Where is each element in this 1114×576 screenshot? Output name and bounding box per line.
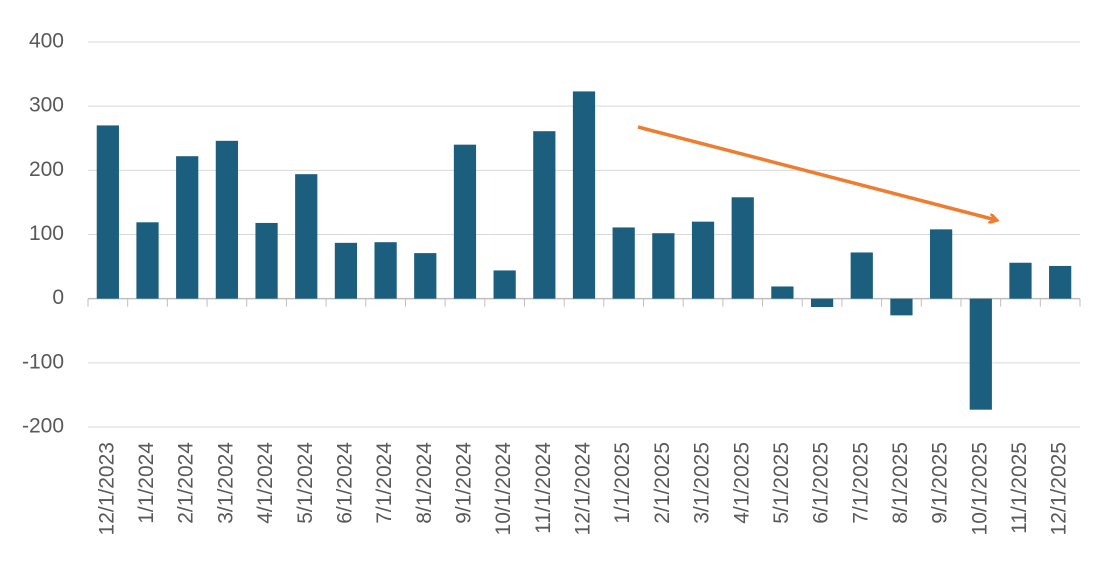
bar	[1009, 262, 1032, 299]
y-tick-label: 400	[29, 30, 64, 53]
y-tick-label: -200	[22, 415, 64, 438]
bar	[652, 233, 675, 299]
x-tick-label: 6/1/2024	[333, 442, 356, 524]
bar	[493, 270, 516, 299]
bar	[176, 156, 199, 299]
y-tick-label: 200	[29, 158, 64, 181]
bar	[255, 222, 278, 299]
x-tick-label: 8/1/2025	[889, 442, 912, 524]
bar	[215, 140, 238, 299]
plot-area: -200 -100 0 100 200 300 400 12/1/2023 1/1/2024 2/…	[22, 30, 1081, 536]
x-tick-label: 12/1/2023	[95, 442, 118, 535]
bar	[533, 131, 556, 299]
x-tick-label: 12/1/2025	[1048, 442, 1071, 535]
x-tick-label: 1/1/2024	[135, 442, 158, 524]
bar	[453, 144, 477, 299]
x-tick-label: 9/1/2025	[929, 442, 952, 524]
bar	[414, 253, 437, 299]
y-tick-label: 300	[29, 94, 64, 117]
x-tick-label: 4/1/2025	[730, 442, 753, 524]
x-tick-label: 10/1/2025	[968, 442, 991, 535]
bar	[334, 242, 358, 299]
bar	[136, 222, 159, 299]
x-tick-label: 8/1/2024	[413, 442, 436, 524]
bar	[612, 227, 635, 299]
bar	[930, 229, 953, 299]
y-tick-label: 0	[52, 286, 64, 309]
bar	[969, 298, 992, 410]
x-tick-label: 11/1/2024	[532, 442, 555, 534]
x-tick-label: 7/1/2024	[373, 442, 396, 524]
x-tick-label: 6/1/2025	[810, 442, 833, 524]
bar	[295, 174, 318, 299]
bar	[771, 286, 794, 299]
bar	[691, 221, 715, 299]
x-tick-label: 12/1/2024	[572, 442, 595, 536]
x-tick-label: 1/1/2025	[611, 442, 634, 524]
x-tick-label: 5/1/2025	[770, 442, 793, 524]
x-tick-label: 7/1/2025	[849, 442, 872, 524]
trend-arrow	[637, 125, 996, 220]
bar	[572, 91, 596, 299]
x-tick-label: 3/1/2025	[691, 442, 714, 524]
y-tick-label: -100	[22, 350, 64, 373]
x-tick-label: 9/1/2024	[453, 442, 476, 524]
x-tick-label: 5/1/2024	[294, 442, 317, 524]
x-tick-label: 10/1/2024	[492, 442, 515, 536]
bar	[810, 298, 834, 308]
bar	[890, 298, 913, 316]
bar	[1049, 265, 1072, 299]
x-tick-label: 2/1/2024	[175, 442, 198, 524]
y-tick-label: 100	[29, 222, 64, 245]
bar	[374, 242, 397, 299]
x-tick-label: 4/1/2024	[254, 442, 277, 524]
bar	[850, 252, 873, 299]
x-tick-label: 11/1/2025	[1008, 442, 1031, 534]
bar	[731, 197, 754, 299]
bar	[96, 125, 119, 299]
x-tick-label: 3/1/2024	[214, 442, 237, 524]
x-tick-label: 2/1/2025	[651, 442, 674, 524]
